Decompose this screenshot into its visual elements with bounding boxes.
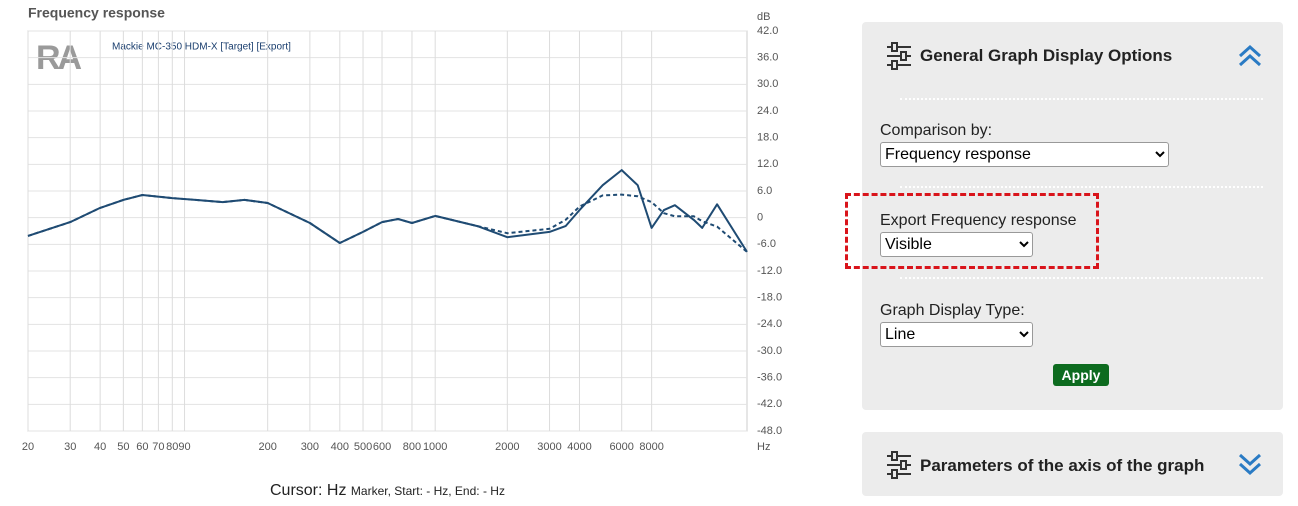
highlight-box bbox=[845, 193, 1099, 269]
collapse-button[interactable] bbox=[1237, 44, 1263, 68]
y-tick-label: -48.0 bbox=[757, 425, 782, 437]
field-label: Graph Display Type: bbox=[880, 302, 1025, 319]
y-tick-label: 12.0 bbox=[757, 158, 778, 170]
x-tick-label: 200 bbox=[258, 441, 276, 453]
x-tick-label: 4000 bbox=[567, 441, 591, 453]
x-tick-label: 1000 bbox=[423, 441, 447, 453]
x-tick-label: 70 bbox=[152, 441, 164, 453]
y-unit: dB bbox=[757, 11, 770, 23]
cursor-readout: Cursor: Hz Marker, Start: - Hz, End: - H… bbox=[270, 482, 505, 500]
x-tick-label: 500 bbox=[354, 441, 372, 453]
separator bbox=[900, 277, 1263, 279]
x-tick-label: 30 bbox=[64, 441, 76, 453]
x-tick-label: 800 bbox=[403, 441, 421, 453]
field-label: Comparison by: bbox=[880, 122, 993, 139]
panel-title: Parameters of the axis of the graph bbox=[920, 456, 1205, 475]
y-tick-label: -30.0 bbox=[757, 345, 782, 357]
comparison-select[interactable]: Frequency response bbox=[880, 142, 1169, 167]
y-tick-label: 18.0 bbox=[757, 132, 778, 144]
axis-panel: Parameters of the axis of the graph bbox=[862, 432, 1283, 496]
y-tick-label: 0 bbox=[757, 212, 763, 224]
x-unit: Hz bbox=[757, 441, 770, 453]
y-tick-label: 30.0 bbox=[757, 78, 778, 90]
y-tick-label: -18.0 bbox=[757, 292, 782, 304]
chart-title: Frequency response bbox=[28, 5, 165, 21]
y-tick-label: -24.0 bbox=[757, 318, 782, 330]
y-tick-label: 42.0 bbox=[757, 25, 778, 37]
x-tick-label: 3000 bbox=[537, 441, 561, 453]
y-tick-label: -42.0 bbox=[757, 398, 782, 410]
x-tick-label: 40 bbox=[94, 441, 106, 453]
series-line bbox=[27, 193, 748, 253]
x-tick-label: 300 bbox=[301, 441, 319, 453]
y-tick-label: 24.0 bbox=[757, 105, 778, 117]
y-tick-label: 6.0 bbox=[757, 185, 772, 197]
separator bbox=[900, 186, 1263, 188]
x-tick-label: 6000 bbox=[609, 441, 633, 453]
y-tick-label: -36.0 bbox=[757, 372, 782, 384]
plot-area bbox=[27, 30, 748, 432]
legend-entry: Mackie MC-350 HDM-X [Target] [Export] bbox=[112, 42, 291, 53]
display-type-select[interactable]: Line bbox=[880, 322, 1033, 347]
y-tick-label: -6.0 bbox=[757, 238, 776, 250]
x-tick-label: 50 bbox=[117, 441, 129, 453]
export-select[interactable]: Visible bbox=[880, 232, 1033, 257]
x-tick-label: 600 bbox=[373, 441, 391, 453]
sliders-icon bbox=[887, 451, 911, 479]
x-tick-label: 90 bbox=[178, 441, 190, 453]
chart: Frequency response RA Mackie MC-350 HDM-… bbox=[22, 5, 782, 453]
x-tick-label: 60 bbox=[136, 441, 148, 453]
cursor-detail: Marker, Start: - Hz, End: - Hz bbox=[350, 484, 505, 498]
apply-button[interactable]: Apply bbox=[1053, 364, 1109, 386]
expand-button[interactable] bbox=[1237, 452, 1263, 476]
y-tick-label: 36.0 bbox=[757, 52, 778, 64]
cursor-main: Cursor: Hz bbox=[270, 482, 347, 499]
x-tick-label: 20 bbox=[22, 441, 34, 453]
x-tick-label: 400 bbox=[331, 441, 349, 453]
x-tick-label: 8000 bbox=[639, 441, 663, 453]
y-tick-label: -12.0 bbox=[757, 265, 782, 277]
panel-title: General Graph Display Options bbox=[920, 46, 1173, 65]
separator bbox=[900, 98, 1263, 100]
field-label: Export Frequency response bbox=[880, 212, 1077, 229]
options-panel: General Graph Display Options Comparison… bbox=[845, 22, 1283, 410]
sliders-icon bbox=[887, 42, 911, 70]
x-tick-label: 80 bbox=[166, 441, 178, 453]
x-tick-label: 2000 bbox=[495, 441, 519, 453]
